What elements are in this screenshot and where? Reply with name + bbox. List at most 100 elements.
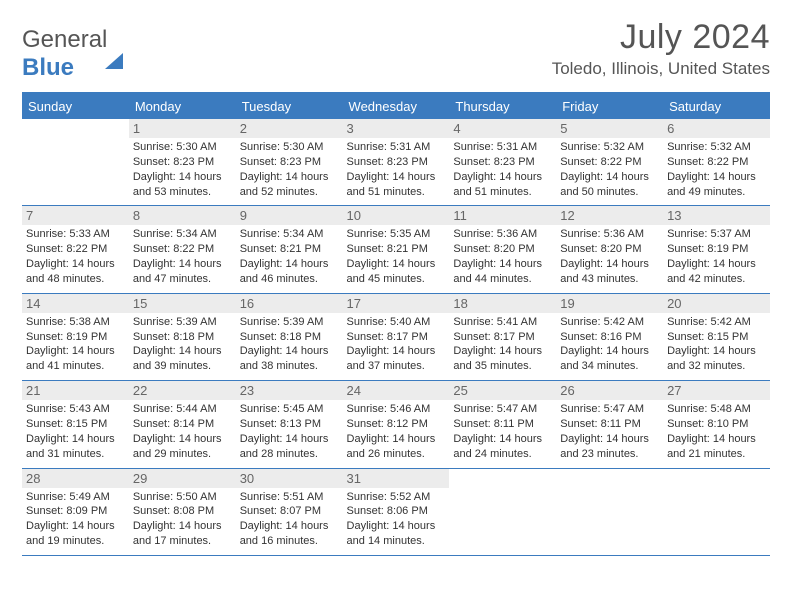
day-number: 29: [129, 469, 236, 488]
sunrise: Sunrise: 5:45 AM: [240, 402, 339, 417]
day-info: Sunrise: 5:46 AMSunset: 8:12 PMDaylight:…: [347, 402, 446, 461]
day-header: Thursday: [449, 93, 556, 119]
daylight-line1: Daylight: 14 hours: [240, 170, 339, 185]
sunset: Sunset: 8:22 PM: [133, 242, 232, 257]
sunset: Sunset: 8:17 PM: [347, 330, 446, 345]
day-number: 17: [343, 294, 450, 313]
day-number: 22: [129, 381, 236, 400]
day-cell: 20Sunrise: 5:42 AMSunset: 8:15 PMDayligh…: [663, 293, 770, 380]
sunset: Sunset: 8:06 PM: [347, 504, 446, 519]
week-row: 21 Sunrise: 5:43 AMSunset: 8:15 PMDayligh…: [22, 381, 770, 468]
daylight-line1: Daylight: 14 hours: [26, 344, 125, 359]
daylight-line1: Daylight: 14 hours: [26, 432, 125, 447]
day-number: 21: [22, 381, 129, 400]
calendar: Sunday Monday Tuesday Wednesday Thursday…: [22, 92, 770, 556]
daylight-line2: and 16 minutes.: [240, 534, 339, 549]
day-number: 23: [236, 381, 343, 400]
sunset: Sunset: 8:19 PM: [667, 242, 766, 257]
day-cell: 18Sunrise: 5:41 AMSunset: 8:17 PMDayligh…: [449, 293, 556, 380]
sunrise: Sunrise: 5:35 AM: [347, 227, 446, 242]
daylight-line1: Daylight: 14 hours: [560, 344, 659, 359]
day-cell: 26Sunrise: 5:47 AMSunset: 8:11 PMDayligh…: [556, 381, 663, 468]
day-info: Sunrise: 5:47 AMSunset: 8:11 PMDaylight:…: [453, 402, 552, 461]
sunrise: Sunrise: 5:51 AM: [240, 490, 339, 505]
title-block: July 2024 Toledo, Illinois, United State…: [552, 18, 770, 79]
day-number: 12: [556, 206, 663, 225]
sunrise: Sunrise: 5:30 AM: [133, 140, 232, 155]
sunset: Sunset: 8:08 PM: [133, 504, 232, 519]
day-number: 16: [236, 294, 343, 313]
day-info: Sunrise: 5:52 AMSunset: 8:06 PMDaylight:…: [347, 490, 446, 549]
day-header: Friday: [556, 93, 663, 119]
day-number: 4: [449, 119, 556, 138]
daylight-line2: and 35 minutes.: [453, 359, 552, 374]
day-info: Sunrise: 5:35 AMSunset: 8:21 PMDaylight:…: [347, 227, 446, 286]
day-cell: 17Sunrise: 5:40 AMSunset: 8:17 PMDayligh…: [343, 293, 450, 380]
sunrise: Sunrise: 5:41 AM: [453, 315, 552, 330]
daylight-line1: Daylight: 14 hours: [133, 519, 232, 534]
day-cell: 12 Sunrise: 5:36 AMSunset: 8:20 PMDayligh…: [556, 206, 663, 293]
day-info: Sunrise: 5:36 AMSunset: 8:20 PMDaylight:…: [560, 227, 659, 286]
daylight-line2: and 49 minutes.: [667, 185, 766, 200]
daylight-line2: and 41 minutes.: [26, 359, 125, 374]
daylight-line2: and 19 minutes.: [26, 534, 125, 549]
daylight-line1: Daylight: 14 hours: [453, 257, 552, 272]
sunrise: Sunrise: 5:30 AM: [240, 140, 339, 155]
day-cell: 10Sunrise: 5:35 AMSunset: 8:21 PMDayligh…: [343, 206, 450, 293]
daylight-line2: and 51 minutes.: [347, 185, 446, 200]
day-cell: 16Sunrise: 5:39 AMSunset: 8:18 PMDayligh…: [236, 293, 343, 380]
day-info: Sunrise: 5:34 AMSunset: 8:21 PMDaylight:…: [240, 227, 339, 286]
daylight-line2: and 28 minutes.: [240, 447, 339, 462]
daylight-line1: Daylight: 14 hours: [453, 170, 552, 185]
day-header-row: Sunday Monday Tuesday Wednesday Thursday…: [22, 93, 770, 119]
day-number: 27: [663, 381, 770, 400]
week-row: 14Sunrise: 5:38 AMSunset: 8:19 PMDayligh…: [22, 293, 770, 380]
daylight-line2: and 51 minutes.: [453, 185, 552, 200]
day-number: 11: [449, 206, 556, 225]
day-number: 19: [556, 294, 663, 313]
daylight-line2: and 31 minutes.: [26, 447, 125, 462]
sunrise: Sunrise: 5:37 AM: [667, 227, 766, 242]
sunrise: Sunrise: 5:38 AM: [26, 315, 125, 330]
sail-icon: [105, 26, 123, 69]
daylight-line2: and 43 minutes.: [560, 272, 659, 287]
day-header: Wednesday: [343, 93, 450, 119]
day-number: 31: [343, 469, 450, 488]
sunset: Sunset: 8:23 PM: [133, 155, 232, 170]
sunrise: Sunrise: 5:46 AM: [347, 402, 446, 417]
daylight-line2: and 29 minutes.: [133, 447, 232, 462]
sunrise: Sunrise: 5:42 AM: [560, 315, 659, 330]
logo-part1: General: [22, 26, 107, 53]
day-info: Sunrise: 5:31 AMSunset: 8:23 PMDaylight:…: [453, 140, 552, 199]
logo-part2: Blue: [22, 54, 74, 81]
sunset: Sunset: 8:10 PM: [667, 417, 766, 432]
day-cell: 4 Sunrise: 5:31 AMSunset: 8:23 PMDaylight…: [449, 119, 556, 206]
sunset: Sunset: 8:18 PM: [240, 330, 339, 345]
daylight-line1: Daylight: 14 hours: [667, 170, 766, 185]
day-cell: 28Sunrise: 5:49 AMSunset: 8:09 PMDayligh…: [22, 468, 129, 555]
day-info: Sunrise: 5:30 AMSunset: 8:23 PMDaylight:…: [240, 140, 339, 199]
day-info: Sunrise: 5:32 AMSunset: 8:22 PMDaylight:…: [667, 140, 766, 199]
location: Toledo, Illinois, United States: [552, 59, 770, 79]
day-cell: 1Sunrise: 5:30 AMSunset: 8:23 PMDaylight…: [129, 119, 236, 206]
day-number: 30: [236, 469, 343, 488]
sunrise: Sunrise: 5:47 AM: [453, 402, 552, 417]
day-cell: [22, 119, 129, 206]
day-info: Sunrise: 5:33 AMSunset: 8:22 PMDaylight:…: [26, 227, 125, 286]
sunrise: Sunrise: 5:47 AM: [560, 402, 659, 417]
day-number: 24: [343, 381, 450, 400]
daylight-line1: Daylight: 14 hours: [560, 170, 659, 185]
day-info: Sunrise: 5:43 AMSunset: 8:15 PMDaylight:…: [26, 402, 125, 461]
sunset: Sunset: 8:16 PM: [560, 330, 659, 345]
day-cell: 29 Sunrise: 5:50 AMSunset: 8:08 PMDayligh…: [129, 468, 236, 555]
week-row: 28Sunrise: 5:49 AMSunset: 8:09 PMDayligh…: [22, 468, 770, 555]
sunset: Sunset: 8:23 PM: [453, 155, 552, 170]
day-info: Sunrise: 5:37 AMSunset: 8:19 PMDaylight:…: [667, 227, 766, 286]
week-row: 1Sunrise: 5:30 AMSunset: 8:23 PMDaylight…: [22, 119, 770, 206]
day-info: Sunrise: 5:50 AMSunset: 8:08 PMDaylight:…: [133, 490, 232, 549]
day-number: 8: [129, 206, 236, 225]
daylight-line1: Daylight: 14 hours: [133, 432, 232, 447]
daylight-line2: and 23 minutes.: [560, 447, 659, 462]
day-number: 13: [663, 206, 770, 225]
day-cell: 24 Sunrise: 5:46 AMSunset: 8:12 PMDayligh…: [343, 381, 450, 468]
